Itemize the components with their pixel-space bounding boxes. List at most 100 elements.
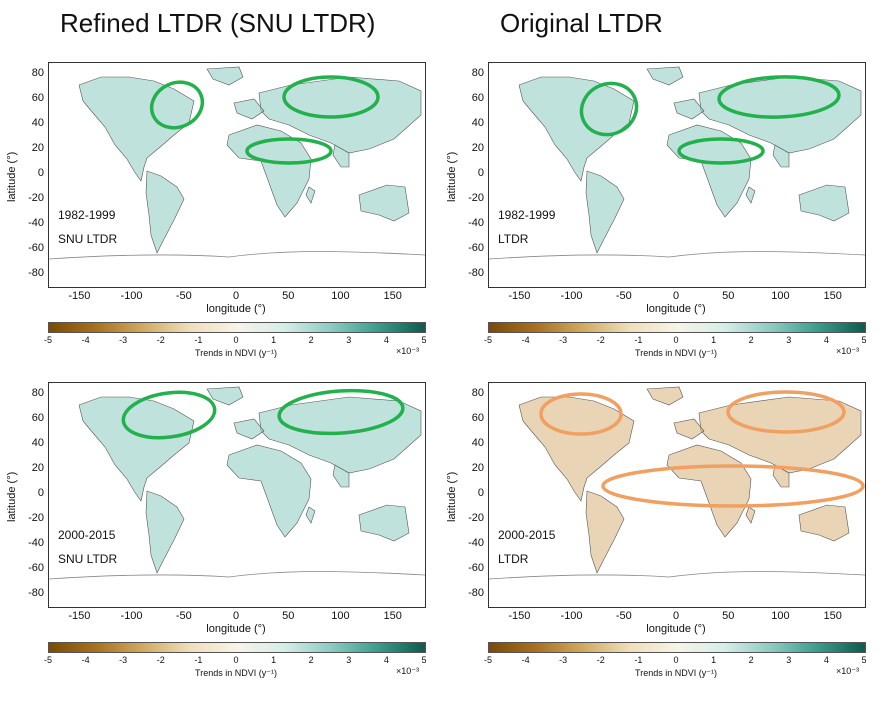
map-panel: 80 60 40 20 0 -20 -40 -60 -80 -150 -100 -50 0 50 100 15… [440, 382, 880, 712]
y-tick-label: 40 [471, 437, 484, 450]
land-mass [305, 186, 316, 204]
x-tick-label: -100 [120, 610, 143, 622]
land-mass [145, 170, 185, 254]
colorbar [488, 642, 866, 653]
x-tick-label: 0 [672, 290, 680, 302]
land-mass [206, 66, 244, 86]
y-tick-label: 60 [31, 92, 44, 105]
y-tick-label: 40 [31, 437, 44, 450]
colorbar-tick-label: 1 [711, 335, 717, 345]
land-mass [78, 76, 195, 182]
y-axis-label: latitude (°) [446, 151, 458, 202]
colorbar-tick-label: 5 [861, 655, 867, 665]
map-plot [489, 66, 865, 260]
y-tick-label: -20 [468, 511, 484, 524]
y-tick-label: 40 [31, 117, 44, 130]
colorbar-tick-label: -5 [483, 335, 492, 345]
land-mass [772, 464, 790, 488]
land-mass [585, 490, 625, 574]
period-label: 2000-2015 [498, 528, 556, 542]
x-tick-label: 50 [282, 290, 295, 302]
y-axis-label: latitude (°) [446, 471, 458, 522]
colorbar-exponent: ×10⁻³ [836, 346, 860, 356]
land-mass [358, 504, 410, 542]
colorbar-tick-label: 4 [823, 335, 829, 345]
land-mass [145, 490, 185, 574]
x-tick-label: -100 [560, 610, 583, 622]
y-tick-label: -80 [468, 266, 484, 279]
period-label: 2000-2015 [58, 528, 116, 542]
colorbar-tick-label: -1 [194, 335, 203, 345]
colorbar-title: Trends in NDVI (y⁻¹) [635, 668, 717, 678]
colorbar [48, 322, 426, 333]
y-tick-label: 20 [471, 142, 484, 155]
dataset-label: SNU LTDR [58, 552, 118, 566]
highlight-ellipse [149, 80, 205, 130]
x-tick-label: 100 [771, 290, 790, 302]
left-column-title: Refined LTDR (SNU LTDR) [60, 8, 376, 38]
world-map [488, 382, 866, 608]
dataset-label: SNU LTDR [58, 232, 118, 246]
highlight-ellipse [121, 390, 217, 440]
colorbar-tick-label: -4 [81, 655, 90, 665]
colorbar-tick-label: -5 [43, 655, 52, 665]
x-tick-label: 150 [823, 610, 842, 622]
colorbar-tick-label: -2 [156, 335, 165, 345]
y-tick-label: -80 [28, 586, 44, 599]
land-mass [673, 418, 705, 440]
colorbar-title: Trends in NDVI (y⁻¹) [635, 348, 717, 358]
y-tick-label: 40 [471, 117, 484, 130]
land-mass [233, 418, 265, 440]
colorbar-tick-label: 4 [383, 335, 389, 345]
land-mass [585, 170, 625, 254]
y-tick-label: 0 [477, 167, 484, 179]
map-plot [49, 66, 425, 260]
y-tick-label: 60 [471, 412, 484, 425]
x-tick-label: -100 [120, 290, 143, 302]
y-tick-label: 80 [471, 387, 484, 400]
period-label: 1982-1999 [498, 208, 556, 222]
colorbar-tick-label: -4 [521, 335, 530, 345]
highlight-ellipse [726, 390, 846, 434]
x-tick-label: 0 [672, 610, 680, 622]
land-mass [518, 396, 635, 502]
x-tick-label: 0 [232, 610, 240, 622]
dataset-label: LTDR [498, 552, 529, 566]
land-mass [646, 66, 684, 86]
colorbar-tick-label: 3 [346, 655, 352, 665]
colorbar-tick-label: 5 [421, 335, 427, 345]
land-mass [332, 144, 350, 168]
land-mass [518, 76, 635, 182]
world-map [48, 62, 426, 288]
x-tick-label: -50 [175, 610, 192, 622]
x-tick-label: -150 [508, 290, 531, 302]
y-tick-label: -60 [28, 561, 44, 574]
colorbar-title: Trends in NDVI (y⁻¹) [195, 668, 277, 678]
y-axis-label: latitude (°) [6, 471, 18, 522]
map-plot [49, 386, 425, 580]
land-mass [206, 386, 244, 406]
y-tick-label: -80 [468, 586, 484, 599]
x-tick-label: 100 [771, 610, 790, 622]
colorbar-tick-label: -3 [559, 655, 568, 665]
colorbar-tick-label: 3 [786, 655, 792, 665]
map-panel: 80 60 40 20 0 -20 -40 -60 -80 -150 -100 -50 0 50 100 15… [0, 62, 440, 392]
land-mass [745, 186, 756, 204]
y-tick-label: 60 [31, 412, 44, 425]
y-tick-label: 20 [31, 142, 44, 155]
x-axis-label: longitude (°) [646, 303, 706, 315]
y-tick-label: 0 [37, 167, 44, 179]
y-tick-label: -40 [28, 536, 44, 549]
land-mass [332, 464, 350, 488]
highlight-ellipse [245, 137, 333, 165]
colorbar-exponent: ×10⁻³ [836, 666, 860, 676]
colorbar-tick-label: -3 [119, 335, 128, 345]
y-tick-label: 60 [471, 92, 484, 105]
y-tick-label: 0 [37, 487, 44, 499]
x-tick-label: 100 [331, 290, 350, 302]
x-tick-label: 150 [383, 610, 402, 622]
x-tick-label: -150 [508, 610, 531, 622]
colorbar-tick-label: 2 [748, 335, 754, 345]
x-tick-label: -150 [68, 610, 91, 622]
y-tick-label: 80 [31, 387, 44, 400]
